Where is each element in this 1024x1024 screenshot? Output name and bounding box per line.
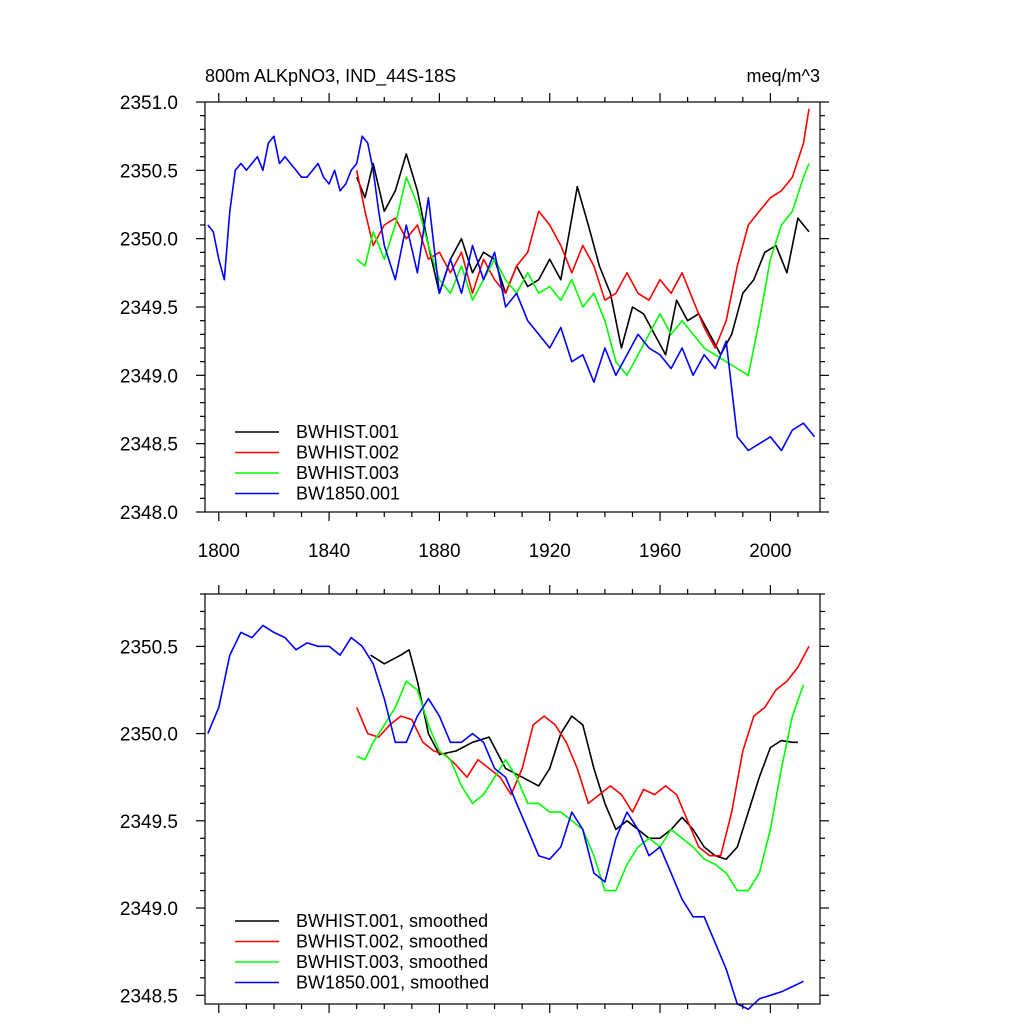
top-legend-label-1: BWHIST.001 [296, 422, 399, 442]
top-series-lines [207, 108, 816, 452]
bottom-series-line-1 [370, 648, 798, 861]
bottom-y-tick-label: 2349.0 [120, 899, 178, 920]
bottom-legend-label-4: BW1850.001, smoothed [296, 973, 489, 993]
bottom-legend-label-3: BWHIST.003, smoothed [296, 952, 488, 972]
top-y-tick-label: 2350.0 [120, 230, 178, 251]
bottom-y-tick-label: 2349.5 [120, 812, 178, 833]
top-series-line-2 [355, 108, 810, 349]
top-y-tick-label: 2351.0 [120, 93, 178, 114]
top-y-tick-label: 2350.5 [120, 161, 178, 182]
top-y-tick-label: 2348.0 [120, 503, 178, 524]
bottom-series-line-2 [355, 645, 810, 857]
top-x-tick-label: 1840 [308, 541, 350, 562]
bottom-panel: 2348.5 2349.0 2349.5 2350.0 2350.5 BWHIST.00… [120, 585, 829, 1013]
top-x-tick-label: 1960 [639, 541, 681, 562]
bottom-y-tick-labels: 2348.5 2349.0 2349.5 2350.0 2350.5 [120, 637, 178, 1007]
top-y-tick-label: 2348.5 [120, 435, 178, 456]
bottom-y-tick-label: 2350.0 [120, 725, 178, 746]
bottom-series-line-3 [356, 680, 805, 892]
top-x-tick-labels: 1800 1840 1880 1920 1960 2000 [198, 541, 792, 562]
bottom-y-tick-label: 2348.5 [120, 986, 178, 1007]
top-axis-ticks [196, 93, 829, 521]
top-title-left: 800m ALKpNO3, IND_44S-18S [205, 66, 456, 87]
top-panel: 800m ALKpNO3, IND_44S-18S meq/m^3 2348.0… [120, 66, 829, 562]
bottom-plot-frame [204, 593, 821, 1005]
bottom-legend-label-1: BWHIST.001, smoothed [296, 911, 488, 931]
top-title-right: meq/m^3 [747, 66, 820, 86]
bottom-series-lines [207, 624, 810, 1011]
top-legend-label-3: BWHIST.003 [296, 463, 399, 483]
top-y-tick-labels: 2348.0 2348.5 2349.0 2349.5 2350.0 2350.5 2351… [120, 93, 178, 524]
top-x-tick-label: 1800 [198, 541, 240, 562]
top-legend-label-4: BW1850.001 [296, 484, 400, 504]
bottom-y-tick-label: 2350.5 [120, 637, 178, 658]
top-y-tick-label: 2349.5 [120, 298, 178, 319]
bottom-axis-ticks [196, 585, 829, 1013]
top-x-tick-label: 2000 [749, 541, 791, 562]
top-y-tick-label: 2349.0 [120, 366, 178, 387]
top-series-line-3 [356, 163, 810, 377]
bottom-series-line-4 [207, 624, 804, 1011]
top-series-line-4 [207, 135, 816, 452]
bottom-legend-label-2: BWHIST.002, smoothed [296, 932, 488, 952]
top-x-tick-label: 1880 [418, 541, 460, 562]
top-legend-label-2: BWHIST.002 [296, 443, 399, 463]
top-x-tick-label: 1920 [529, 541, 571, 562]
